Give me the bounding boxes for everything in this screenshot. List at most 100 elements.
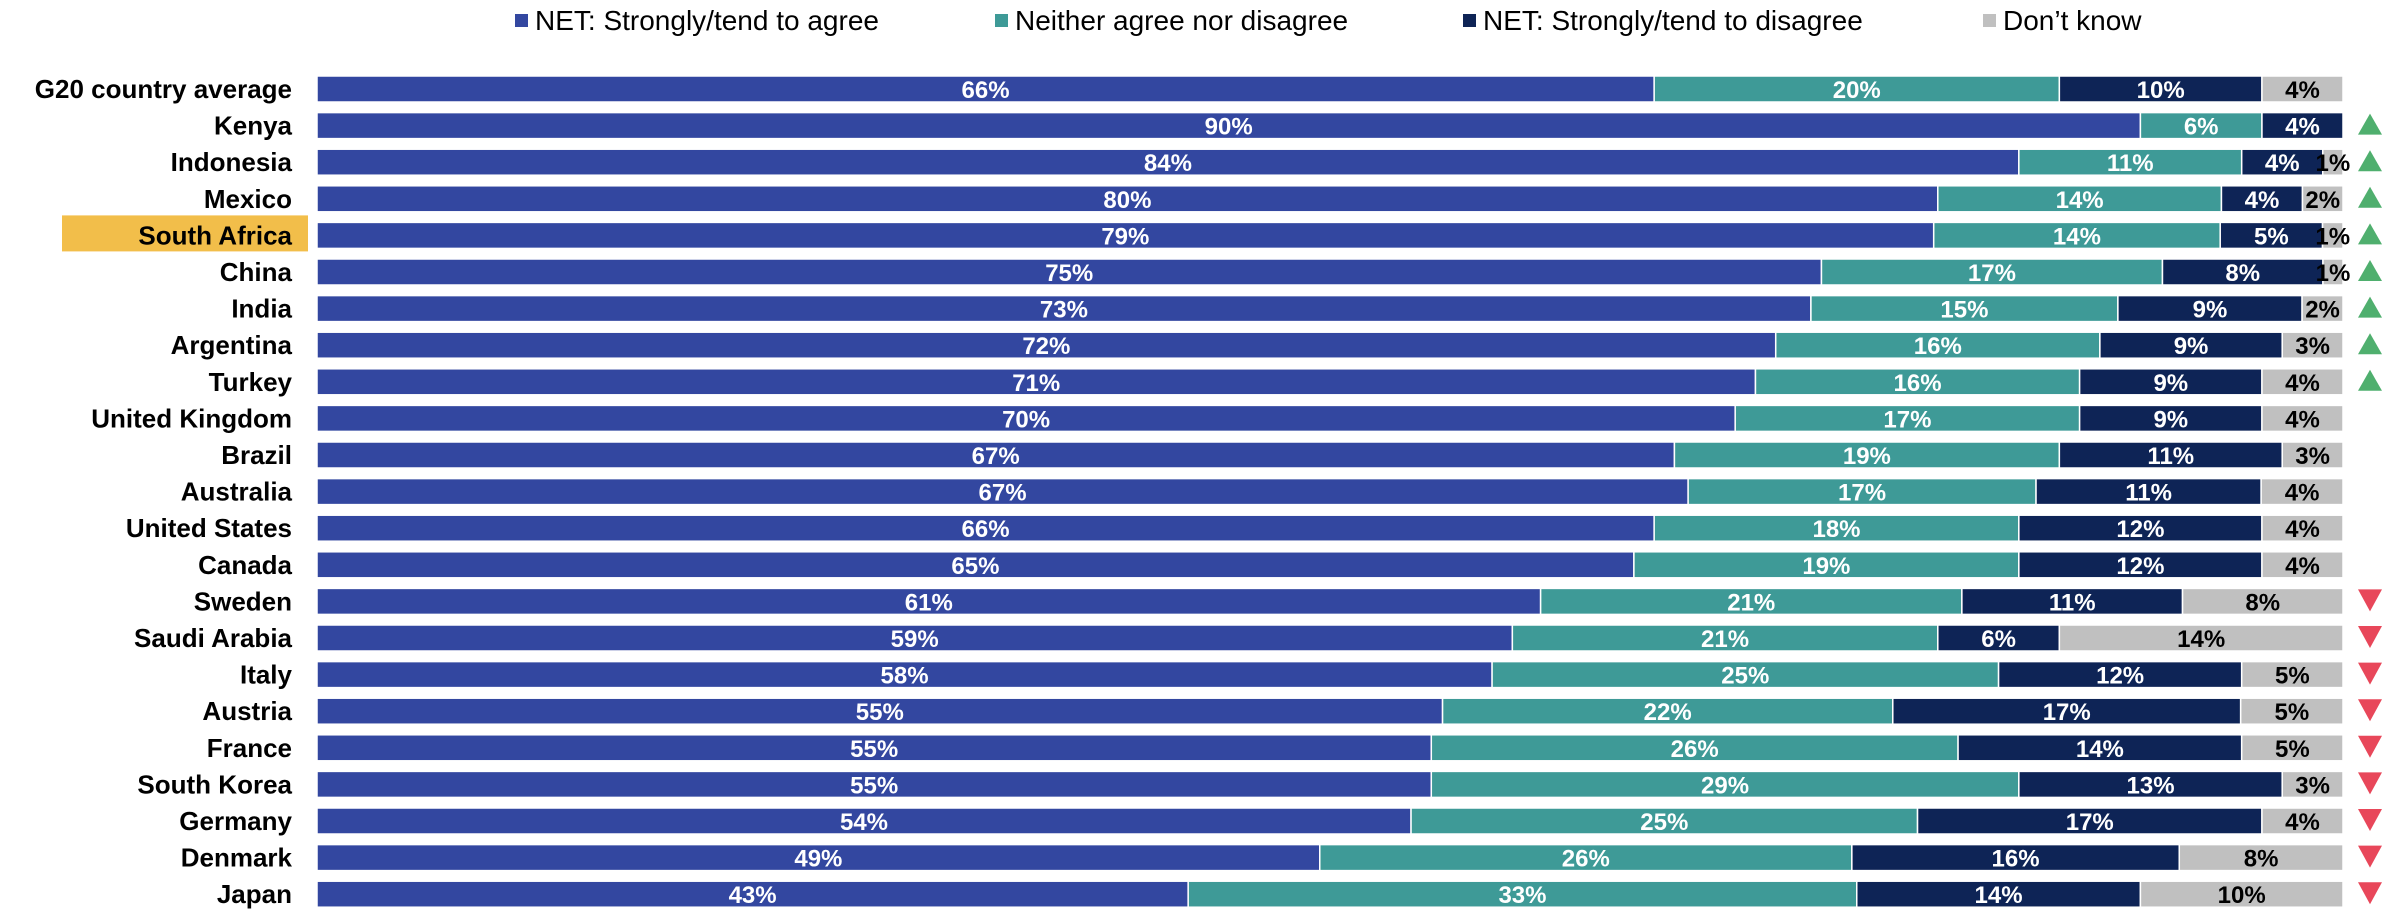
data-label: 18% — [1812, 516, 1860, 543]
bar-segment — [316, 514, 1655, 542]
data-label: 4% — [2265, 150, 2300, 177]
data-label: 25% — [1640, 809, 1688, 836]
bar-row-india: 73% 15% 9% 2% — [316, 294, 2344, 324]
bar-segment — [1687, 477, 2037, 506]
up-arrow-icon — [2358, 369, 2382, 391]
bar-segment — [1653, 514, 2020, 542]
bars: 66% 20% 10% 4%90% 6% 4%84% 11% 4% 1%80% 14% 4% 2%79… — [316, 75, 2351, 909]
data-label: 66% — [962, 516, 1010, 543]
bar-segment — [316, 148, 2020, 176]
data-label: 66% — [962, 77, 1010, 104]
data-label: 1% — [2316, 150, 2351, 177]
down-arrow-icon — [2358, 589, 2382, 612]
category-label: Italy — [240, 660, 293, 690]
category-label: Japan — [217, 879, 292, 909]
bar-row-canada: 65% 19% 12% 4% — [316, 551, 2344, 580]
data-label: 67% — [979, 480, 1027, 507]
bar-segment — [316, 294, 1812, 323]
bar-row-australia: 67% 17% 11% 4% — [316, 477, 2344, 507]
bar-segment — [1892, 697, 2242, 725]
data-label: 58% — [881, 663, 929, 690]
bar-segment — [1937, 185, 2223, 213]
bar-segment — [2240, 148, 2324, 176]
bar-segment — [2078, 404, 2263, 433]
data-label: 5% — [2275, 663, 2310, 690]
category-label: Austria — [202, 696, 292, 726]
bar-segment — [2220, 185, 2304, 213]
bar-segment — [316, 368, 1757, 396]
category-label: Saudi Arabia — [134, 623, 293, 653]
bar-segment — [2321, 148, 2344, 176]
data-label: 4% — [2245, 187, 2280, 214]
bar-row-g20-country-average: 66% 20% 10% 4% — [316, 75, 2344, 104]
data-label: 80% — [1103, 187, 1151, 214]
data-label: 15% — [1940, 297, 1988, 324]
bar-segment — [2261, 551, 2344, 579]
data-label: 9% — [2153, 370, 2188, 397]
data-label: 70% — [1002, 406, 1050, 433]
category-label: Argentina — [171, 330, 293, 360]
bar-segment — [2018, 770, 2283, 799]
data-label: 55% — [850, 772, 898, 799]
data-label: 72% — [1022, 333, 1070, 360]
data-label: 12% — [2096, 663, 2144, 690]
bar-segment — [2261, 368, 2344, 396]
bar-segment — [1673, 441, 2061, 469]
data-label: 12% — [2116, 516, 2164, 543]
bar-segment — [2281, 770, 2344, 799]
data-label: 29% — [1701, 772, 1749, 799]
legend-swatch — [1463, 14, 1476, 27]
bar-segment — [2261, 404, 2344, 433]
bar-segment — [2018, 148, 2243, 176]
data-label: 90% — [1205, 114, 1253, 141]
up-arrow-icon — [2358, 223, 2382, 245]
data-label: 5% — [2274, 699, 2309, 726]
data-label: 65% — [951, 553, 999, 580]
down-arrow-icon — [2358, 662, 2382, 685]
category-label: Turkey — [209, 367, 293, 397]
bar-segment — [2261, 514, 2344, 542]
data-label: 10% — [2137, 77, 2185, 104]
legend-item-net-strongly-tend-to-agree: NET: Strongly/tend to agree — [515, 5, 879, 36]
legend-item-neither-agree-nor-disagree: Neither agree nor disagree — [995, 5, 1348, 36]
data-label: 1% — [2315, 223, 2350, 250]
bar-segment — [2139, 111, 2263, 140]
legend-item-don-t-know: Don’t know — [1983, 5, 2142, 36]
bar-segment — [316, 697, 1444, 725]
data-label: 19% — [1802, 553, 1850, 580]
bar-segment — [1851, 843, 2181, 872]
data-label: 8% — [2225, 260, 2260, 287]
bar-row-south-korea: 55% 29% 13% 3% — [316, 770, 2344, 799]
data-label: 9% — [2174, 333, 2209, 360]
bar-segment — [2281, 441, 2344, 469]
data-label: 17% — [1883, 406, 1931, 433]
down-arrow-icon — [2358, 809, 2382, 831]
bar-segment — [316, 660, 1493, 689]
bar-segment — [2181, 587, 2344, 616]
data-label: 43% — [729, 882, 777, 909]
up-arrow-icon — [2358, 113, 2382, 135]
bar-segment — [316, 477, 1689, 506]
bar-row-china: 75% 17% 8% 1% — [316, 258, 2350, 287]
bar-segment — [316, 441, 1676, 469]
bar-row-kenya: 90% 6% 4% — [316, 111, 2344, 141]
bar-segment — [2099, 331, 2283, 359]
bar-segment — [1937, 624, 2061, 652]
data-label: 17% — [1838, 480, 1886, 507]
category-label: Sweden — [194, 586, 292, 616]
data-label: 59% — [891, 626, 939, 653]
data-label: 4% — [2285, 370, 2320, 397]
up-arrow-icon — [2358, 333, 2382, 355]
bar-segment — [1856, 880, 2142, 908]
data-label: 5% — [2254, 223, 2289, 250]
data-label: 17% — [2066, 809, 2114, 836]
bar-row-sweden: 61% 21% 11% 8% — [316, 587, 2344, 616]
data-label: 14% — [1975, 882, 2023, 909]
bar-segment — [316, 185, 1939, 213]
data-label: 61% — [905, 589, 953, 616]
up-arrow-icon — [2358, 296, 2382, 318]
data-label: 55% — [850, 736, 898, 763]
data-label: 16% — [1992, 846, 2040, 873]
bar-segment — [2261, 111, 2344, 140]
data-label: 4% — [2285, 480, 2320, 507]
